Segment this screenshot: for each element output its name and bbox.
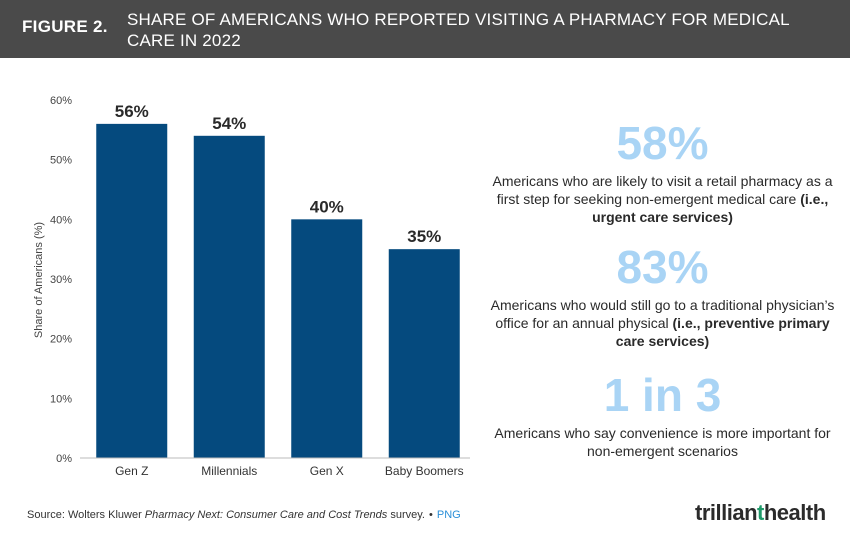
- trilliant-health-logo: trillianthealth: [695, 500, 826, 525]
- bar-millennials: [193, 135, 265, 459]
- y-tick-label: 20%: [50, 334, 72, 346]
- data-label: 56%: [115, 102, 149, 121]
- y-tick-label: 50%: [50, 155, 72, 167]
- stat-value: 83%: [616, 241, 709, 293]
- header-bar: FIGURE 2. SHARE OF AMERICANS WHO REPORTE…: [0, 0, 850, 58]
- y-tick-label: 40%: [50, 214, 72, 226]
- stat-block-convenience: 1 in 3 Americans who say convenience is …: [490, 370, 835, 460]
- y-axis-label: Share of Americans (%): [33, 222, 45, 338]
- data-label: 54%: [212, 114, 246, 133]
- x-tick-label: Millennials: [201, 464, 257, 478]
- data-label: 40%: [310, 197, 344, 216]
- figure-title: SHARE OF AMERICANS WHO REPORTED VISITING…: [127, 10, 790, 50]
- png-download-link[interactable]: PNG: [436, 509, 461, 521]
- y-tick-label: 10%: [50, 393, 72, 405]
- y-tick-label: 60%: [50, 95, 72, 107]
- x-tick-label: Baby Boomers: [385, 464, 464, 478]
- stat-description: Americans who are likely to visit a reta…: [492, 173, 833, 225]
- bar-chart: 0% 10% 20% 30% 40% 50% 60% Share of Americans …: [33, 95, 470, 478]
- stat-description: Americans who say convenience is more im…: [494, 425, 831, 459]
- y-axis-ticks: 0% 10% 20% 30% 40% 50% 60%: [50, 95, 72, 465]
- stat-value: 1 in 3: [603, 369, 722, 421]
- x-tick-label: Gen X: [310, 464, 344, 478]
- y-tick-label: 30%: [50, 274, 72, 286]
- bar-gen-x: [291, 219, 363, 458]
- source-note: Source: Wolters Kluwer Pharmacy Next: Co…: [27, 509, 461, 521]
- figure-label: FIGURE 2.: [22, 17, 108, 36]
- bar-baby-boomers: [388, 249, 460, 458]
- bar-gen-z: [96, 123, 168, 458]
- stat-block-physician-office: 83% Americans who would still go to a tr…: [490, 242, 835, 350]
- y-tick-label: 0%: [56, 453, 72, 465]
- bars: 56% Gen Z 54% Millennials 40% Gen X 35% Baby Bo…: [96, 102, 464, 478]
- data-label: 35%: [407, 227, 441, 246]
- stat-block-retail-pharmacy: 58% Americans who are likely to visit a …: [490, 118, 835, 226]
- stat-value: 58%: [616, 117, 709, 169]
- stat-description: Americans who would still go to a tradit…: [490, 297, 835, 349]
- x-tick-label: Gen Z: [115, 464, 148, 478]
